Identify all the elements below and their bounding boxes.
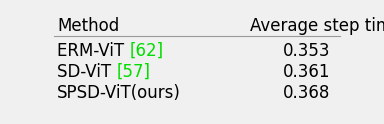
Text: SD-ViT: SD-ViT <box>57 63 116 81</box>
Text: Average step time: Average step time <box>250 17 384 35</box>
Text: Method: Method <box>57 17 119 35</box>
Text: [62]: [62] <box>129 42 164 60</box>
Text: ERM-ViT: ERM-ViT <box>57 42 129 60</box>
Text: 0.361: 0.361 <box>283 63 331 81</box>
Text: 0.353: 0.353 <box>283 42 331 60</box>
Text: [57]: [57] <box>116 63 150 81</box>
Text: SPSD-ViT(ours): SPSD-ViT(ours) <box>57 84 181 102</box>
Text: 0.368: 0.368 <box>283 84 331 102</box>
